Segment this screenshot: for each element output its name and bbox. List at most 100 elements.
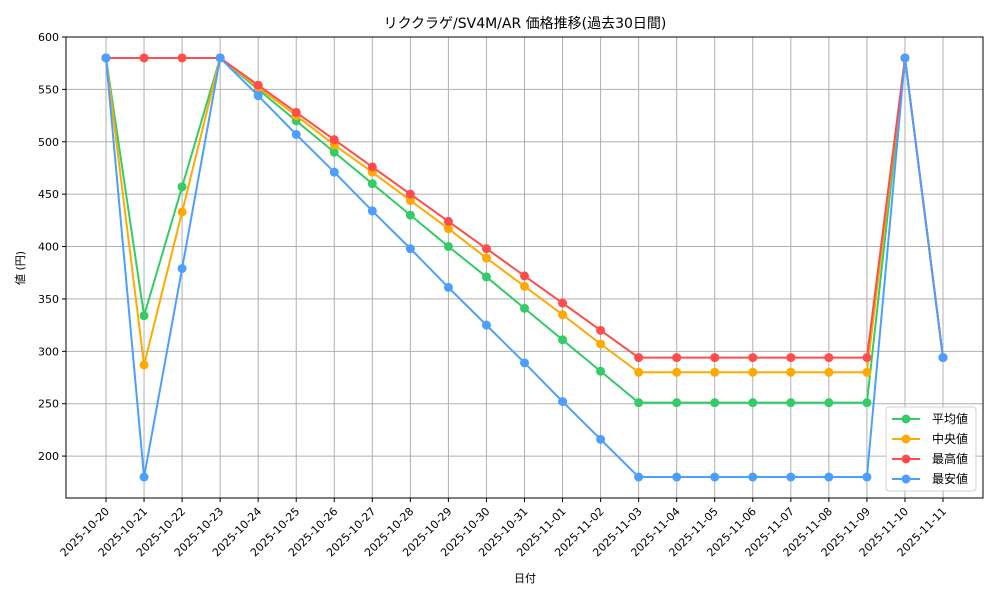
data-point [634,398,644,408]
data-point [786,472,796,482]
legend-marker-icon [901,454,911,464]
data-point [520,358,529,368]
data-point [177,53,187,63]
data-point [329,135,339,145]
data-point [862,353,872,363]
data-series [101,53,948,482]
data-point [786,367,796,377]
data-point [481,244,491,254]
data-point [481,320,491,330]
data-point [710,367,720,377]
data-point [672,353,682,363]
y-tick-label: 200 [38,450,59,463]
data-point [634,367,644,377]
data-point [443,282,453,292]
data-point [634,353,644,363]
data-point [672,367,682,377]
data-point [824,353,834,363]
data-point [672,398,682,408]
data-point [139,360,149,370]
data-point [291,129,301,139]
y-tick-label: 550 [38,83,59,96]
data-point [520,271,529,281]
data-point [253,80,263,90]
legend-label: 最高値 [932,451,968,466]
y-tick-label: 450 [38,188,59,201]
data-point [672,472,682,482]
data-point [520,303,529,313]
data-point [634,472,644,482]
data-point [786,353,796,363]
legend-label: 中央値 [932,431,968,446]
data-point [558,335,568,345]
y-tick-label: 500 [38,136,59,149]
legend-marker-icon [901,474,911,484]
data-point [177,182,187,192]
data-point [139,311,149,321]
x-axis-label: 日付 [514,572,536,585]
data-point [596,339,606,349]
data-point [253,91,263,101]
data-point [862,367,872,377]
data-point [748,367,758,377]
legend-item: 最高値 [892,451,968,466]
data-point [786,398,796,408]
data-point [824,472,834,482]
data-point [824,398,834,408]
data-point [101,53,111,63]
data-point [748,353,758,363]
legend-label: 最安値 [932,471,968,486]
legend-marker-icon [901,414,911,424]
legend-item: 最安値 [892,471,968,486]
data-point [405,244,415,254]
legend-box [885,406,977,492]
data-point [443,224,453,234]
axes: 2025-10-202025-10-212025-10-222025-10-23… [38,31,984,559]
data-point [710,472,720,482]
data-point [558,298,568,308]
data-point [596,434,606,444]
plot-frame [65,36,984,499]
data-point [443,216,453,226]
data-point [215,53,225,63]
y-tick-label: 300 [38,345,59,358]
data-point [329,147,339,157]
data-point [710,353,720,363]
y-tick-label: 350 [38,293,59,306]
y-tick-label: 600 [38,31,59,44]
data-point [139,53,149,63]
data-point [520,281,529,291]
y-tick-label: 250 [38,398,59,411]
series-line [101,53,948,482]
data-point [177,207,187,217]
data-point [748,398,758,408]
data-point [367,162,377,172]
legend-item: 平均値 [892,411,968,426]
data-point [748,472,758,482]
grid-lines [66,36,983,498]
data-point [862,398,872,408]
data-point [596,325,606,335]
legend-marker-icon [901,434,911,444]
data-point [367,206,377,216]
legend-item: 中央値 [892,431,968,446]
data-point [291,107,301,117]
data-point [405,195,415,205]
data-point [938,353,948,363]
data-point [824,367,834,377]
legend-label: 平均値 [932,411,968,426]
data-point [405,210,415,220]
data-point [900,53,910,63]
data-point [367,179,377,189]
data-point [139,472,149,482]
y-tick-label: 400 [38,241,59,254]
data-point [405,189,415,199]
data-point [710,398,720,408]
data-point [481,272,491,282]
data-point [177,264,187,274]
data-point [862,472,872,482]
chart-title: リククラゲ/SV4M/AR 価格推移(過去30日間) [384,16,667,32]
data-point [481,253,491,263]
